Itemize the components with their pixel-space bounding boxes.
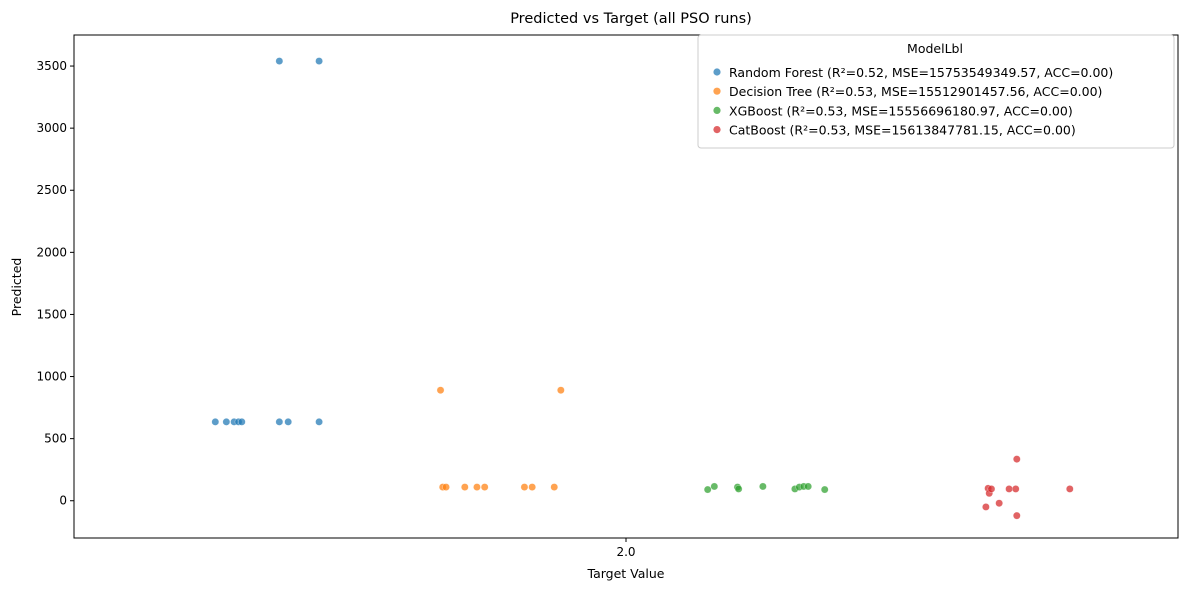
legend-marker — [713, 87, 721, 95]
data-point-series-2 — [734, 485, 743, 493]
data-point-series-1 — [528, 483, 536, 491]
data-point-series-1 — [442, 483, 450, 491]
legend-entry-label: CatBoost (R²=0.53, MSE=15613847781.15, A… — [729, 123, 1076, 138]
y-tick-label: 500 — [44, 432, 67, 446]
legend-frame — [697, 34, 1175, 149]
data-point-series-1 — [520, 483, 529, 491]
legend-title: ModelLbl — [907, 41, 963, 56]
data-point-series-3 — [1013, 511, 1021, 520]
data-point-series-1 — [461, 483, 469, 491]
legend-entry-label: Random Forest (R²=0.52, MSE=15753549349.… — [729, 65, 1113, 80]
data-point-series-3 — [995, 499, 1003, 507]
x-axis-label: Target Value — [587, 566, 665, 581]
legend-marker — [713, 68, 721, 76]
legend-marker — [713, 106, 721, 114]
legend-entries: Random Forest (R²=0.52, MSE=15753549349.… — [713, 65, 1113, 138]
data-point-series-0 — [275, 57, 284, 65]
y-tick-label: 2500 — [36, 183, 67, 197]
data-point-series-2 — [710, 482, 719, 491]
data-point-series-0 — [222, 418, 231, 426]
data-point-series-0 — [315, 57, 323, 65]
data-point-series-3 — [1013, 455, 1021, 463]
legend-entry-label: XGBoost (R²=0.53, MSE=15556696180.97, AC… — [729, 103, 1073, 118]
data-point-series-0 — [238, 418, 246, 426]
data-point-series-2 — [703, 485, 712, 494]
data-point-series-2 — [820, 485, 829, 494]
data-point-series-3 — [1005, 485, 1013, 493]
y-tick-label: 3000 — [36, 121, 67, 135]
data-point-series-1 — [550, 483, 558, 491]
legend: ModelLbl Random Forest (R²=0.52, MSE=157… — [697, 34, 1175, 149]
data-point-series-1 — [436, 386, 445, 394]
data-point-series-2 — [804, 482, 812, 491]
y-tick-label: 3500 — [36, 59, 67, 73]
data-point-series-1 — [473, 483, 481, 491]
x-tick-label: 2.0 — [616, 545, 635, 559]
y-tick-label: 1500 — [36, 307, 67, 321]
data-point-series-0 — [275, 418, 284, 426]
data-point-series-3 — [982, 503, 990, 511]
data-point-series-0 — [284, 418, 292, 426]
data-point-series-1 — [480, 483, 489, 491]
legend-marker — [713, 126, 721, 134]
chart-title: Predicted vs Target (all PSO runs) — [510, 11, 752, 27]
data-point-series-2 — [759, 482, 767, 491]
y-tick-label: 0 — [59, 494, 67, 508]
data-point-series-0 — [315, 418, 323, 426]
y-tick-label: 1000 — [36, 370, 67, 384]
legend-entry-label: Decision Tree (R²=0.53, MSE=15512901457.… — [729, 84, 1102, 99]
data-point-series-3 — [1011, 485, 1020, 493]
data-point-series-3 — [987, 485, 996, 493]
x-axis: 2.0 — [616, 538, 636, 559]
data-point-series-1 — [557, 386, 565, 394]
data-point-series-3 — [1066, 485, 1074, 493]
data-point-series-0 — [211, 418, 220, 426]
y-axis-label: Predicted — [9, 258, 24, 317]
y-tick-label: 2000 — [36, 245, 67, 259]
y-axis: 0 500 1000 1500 2000 2500 3000 3500 — [36, 59, 74, 508]
data-points — [211, 57, 1074, 520]
